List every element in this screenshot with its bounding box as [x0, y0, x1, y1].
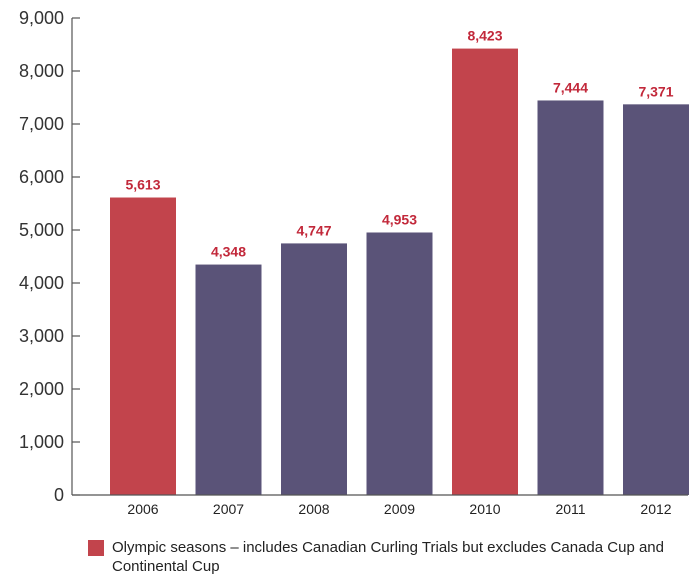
legend-swatch-olympic — [88, 540, 104, 556]
x-tick-label-2008: 2008 — [298, 501, 329, 517]
bar-chart: 0 1,000 2,000 3,000 4,000 5,000 6,000 7,000 8,00… — [19, 8, 689, 517]
data-label-2009: 4,953 — [382, 211, 417, 227]
x-tick-label-2009: 2009 — [384, 501, 415, 517]
x-tick-label-2006: 2006 — [127, 501, 158, 517]
y-axis: 0 1,000 2,000 3,000 4,000 5,000 6,000 7,000 8,00… — [19, 8, 80, 505]
bar-2007 — [195, 264, 262, 495]
data-label-2006: 5,613 — [125, 177, 160, 193]
y-tick-label: 6,000 — [19, 167, 64, 187]
y-tick-label: 9,000 — [19, 8, 64, 28]
y-tick-label: 0 — [54, 485, 64, 505]
bar-2006 — [110, 197, 176, 496]
y-tick-label: 4,000 — [19, 273, 64, 293]
legend: Olympic seasons – includes Canadian Curl… — [88, 538, 678, 576]
y-tick-label: 1,000 — [19, 432, 64, 452]
bar-2010 — [452, 48, 518, 496]
bar-2012 — [623, 104, 689, 495]
x-tick-label-2011: 2011 — [555, 501, 585, 517]
y-tick-label: 2,000 — [19, 379, 64, 399]
x-tick-label-2007: 2007 — [213, 501, 244, 517]
x-tick-label-2012: 2012 — [640, 501, 671, 517]
x-axis: 2006 2007 2008 2009 2010 2011 2012 — [72, 494, 688, 517]
data-labels-group: 5,613 4,348 4,747 4,953 8,423 7,444 7,371 — [125, 28, 673, 260]
data-label-2007: 4,348 — [211, 244, 246, 260]
x-tick-label-2010: 2010 — [469, 501, 500, 517]
bar-2011 — [537, 100, 604, 495]
y-tick-label: 8,000 — [19, 61, 64, 81]
data-label-2008: 4,747 — [296, 222, 331, 238]
data-label-2012: 7,371 — [638, 83, 673, 99]
legend-text: Olympic seasons – includes Canadian Curl… — [112, 539, 664, 575]
data-label-2010: 8,423 — [467, 28, 502, 44]
y-tick-label: 5,000 — [19, 220, 64, 240]
data-label-2011: 7,444 — [553, 79, 588, 95]
bar-2008 — [281, 243, 347, 495]
y-tick-label: 7,000 — [19, 114, 64, 134]
bar-2009 — [366, 232, 433, 495]
y-tick-label: 3,000 — [19, 326, 64, 346]
bars-group — [110, 48, 689, 496]
